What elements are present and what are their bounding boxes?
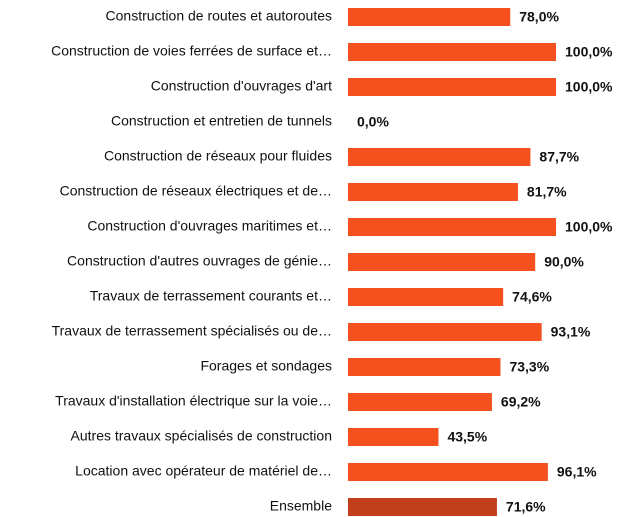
category-label: Construction de réseaux pour fluides: [104, 148, 332, 164]
category-label: Travaux de terrassement courants et…: [90, 288, 332, 304]
value-label: 100,0%: [565, 79, 613, 95]
value-label: 43,5%: [447, 429, 487, 445]
category-label: Construction et entretien de tunnels: [111, 113, 332, 129]
bar: [348, 148, 531, 166]
category-label: Travaux de terrassement spécialisés ou d…: [52, 323, 332, 339]
bar: [348, 463, 548, 481]
value-label: 93,1%: [551, 324, 591, 340]
bar: [348, 428, 439, 446]
value-label: 96,1%: [557, 464, 597, 480]
category-label: Construction d'ouvrages d'art: [151, 78, 332, 94]
bar: [348, 358, 501, 376]
category-label: Construction d'autres ouvrages de génie…: [67, 253, 332, 269]
bar: [348, 218, 556, 236]
value-label: 100,0%: [565, 219, 613, 235]
category-label: Construction d'ouvrages maritimes et…: [87, 218, 332, 234]
category-label: Autres travaux spécialisés de constructi…: [71, 428, 332, 444]
bar: [348, 78, 556, 96]
value-label: 0,0%: [357, 114, 389, 130]
category-label: Travaux d'installation électrique sur la…: [55, 393, 332, 409]
value-label: 90,0%: [544, 254, 584, 270]
value-label: 74,6%: [512, 289, 552, 305]
category-label: Ensemble: [270, 498, 332, 514]
bar: [348, 8, 511, 26]
category-label: Construction de voies ferrées de surface…: [51, 43, 332, 59]
category-label: Forages et sondages: [200, 358, 332, 374]
category-label: Location avec opérateur de matériel de…: [75, 463, 332, 479]
value-label: 87,7%: [539, 149, 579, 165]
category-label: Construction de réseaux électriques et d…: [60, 183, 332, 199]
bar: [348, 288, 504, 306]
value-label: 100,0%: [565, 44, 613, 60]
value-label: 78,0%: [519, 9, 559, 25]
value-label: 73,3%: [509, 359, 549, 375]
value-label: 71,6%: [506, 499, 546, 515]
value-label: 81,7%: [527, 184, 567, 200]
bar: [348, 43, 556, 61]
category-label: Construction de routes et autoroutes: [106, 8, 332, 24]
value-label: 69,2%: [501, 394, 541, 410]
bar: [348, 323, 542, 341]
bar: [348, 253, 536, 271]
bar: [348, 393, 492, 411]
bar: [348, 498, 497, 516]
bar: [348, 183, 518, 201]
